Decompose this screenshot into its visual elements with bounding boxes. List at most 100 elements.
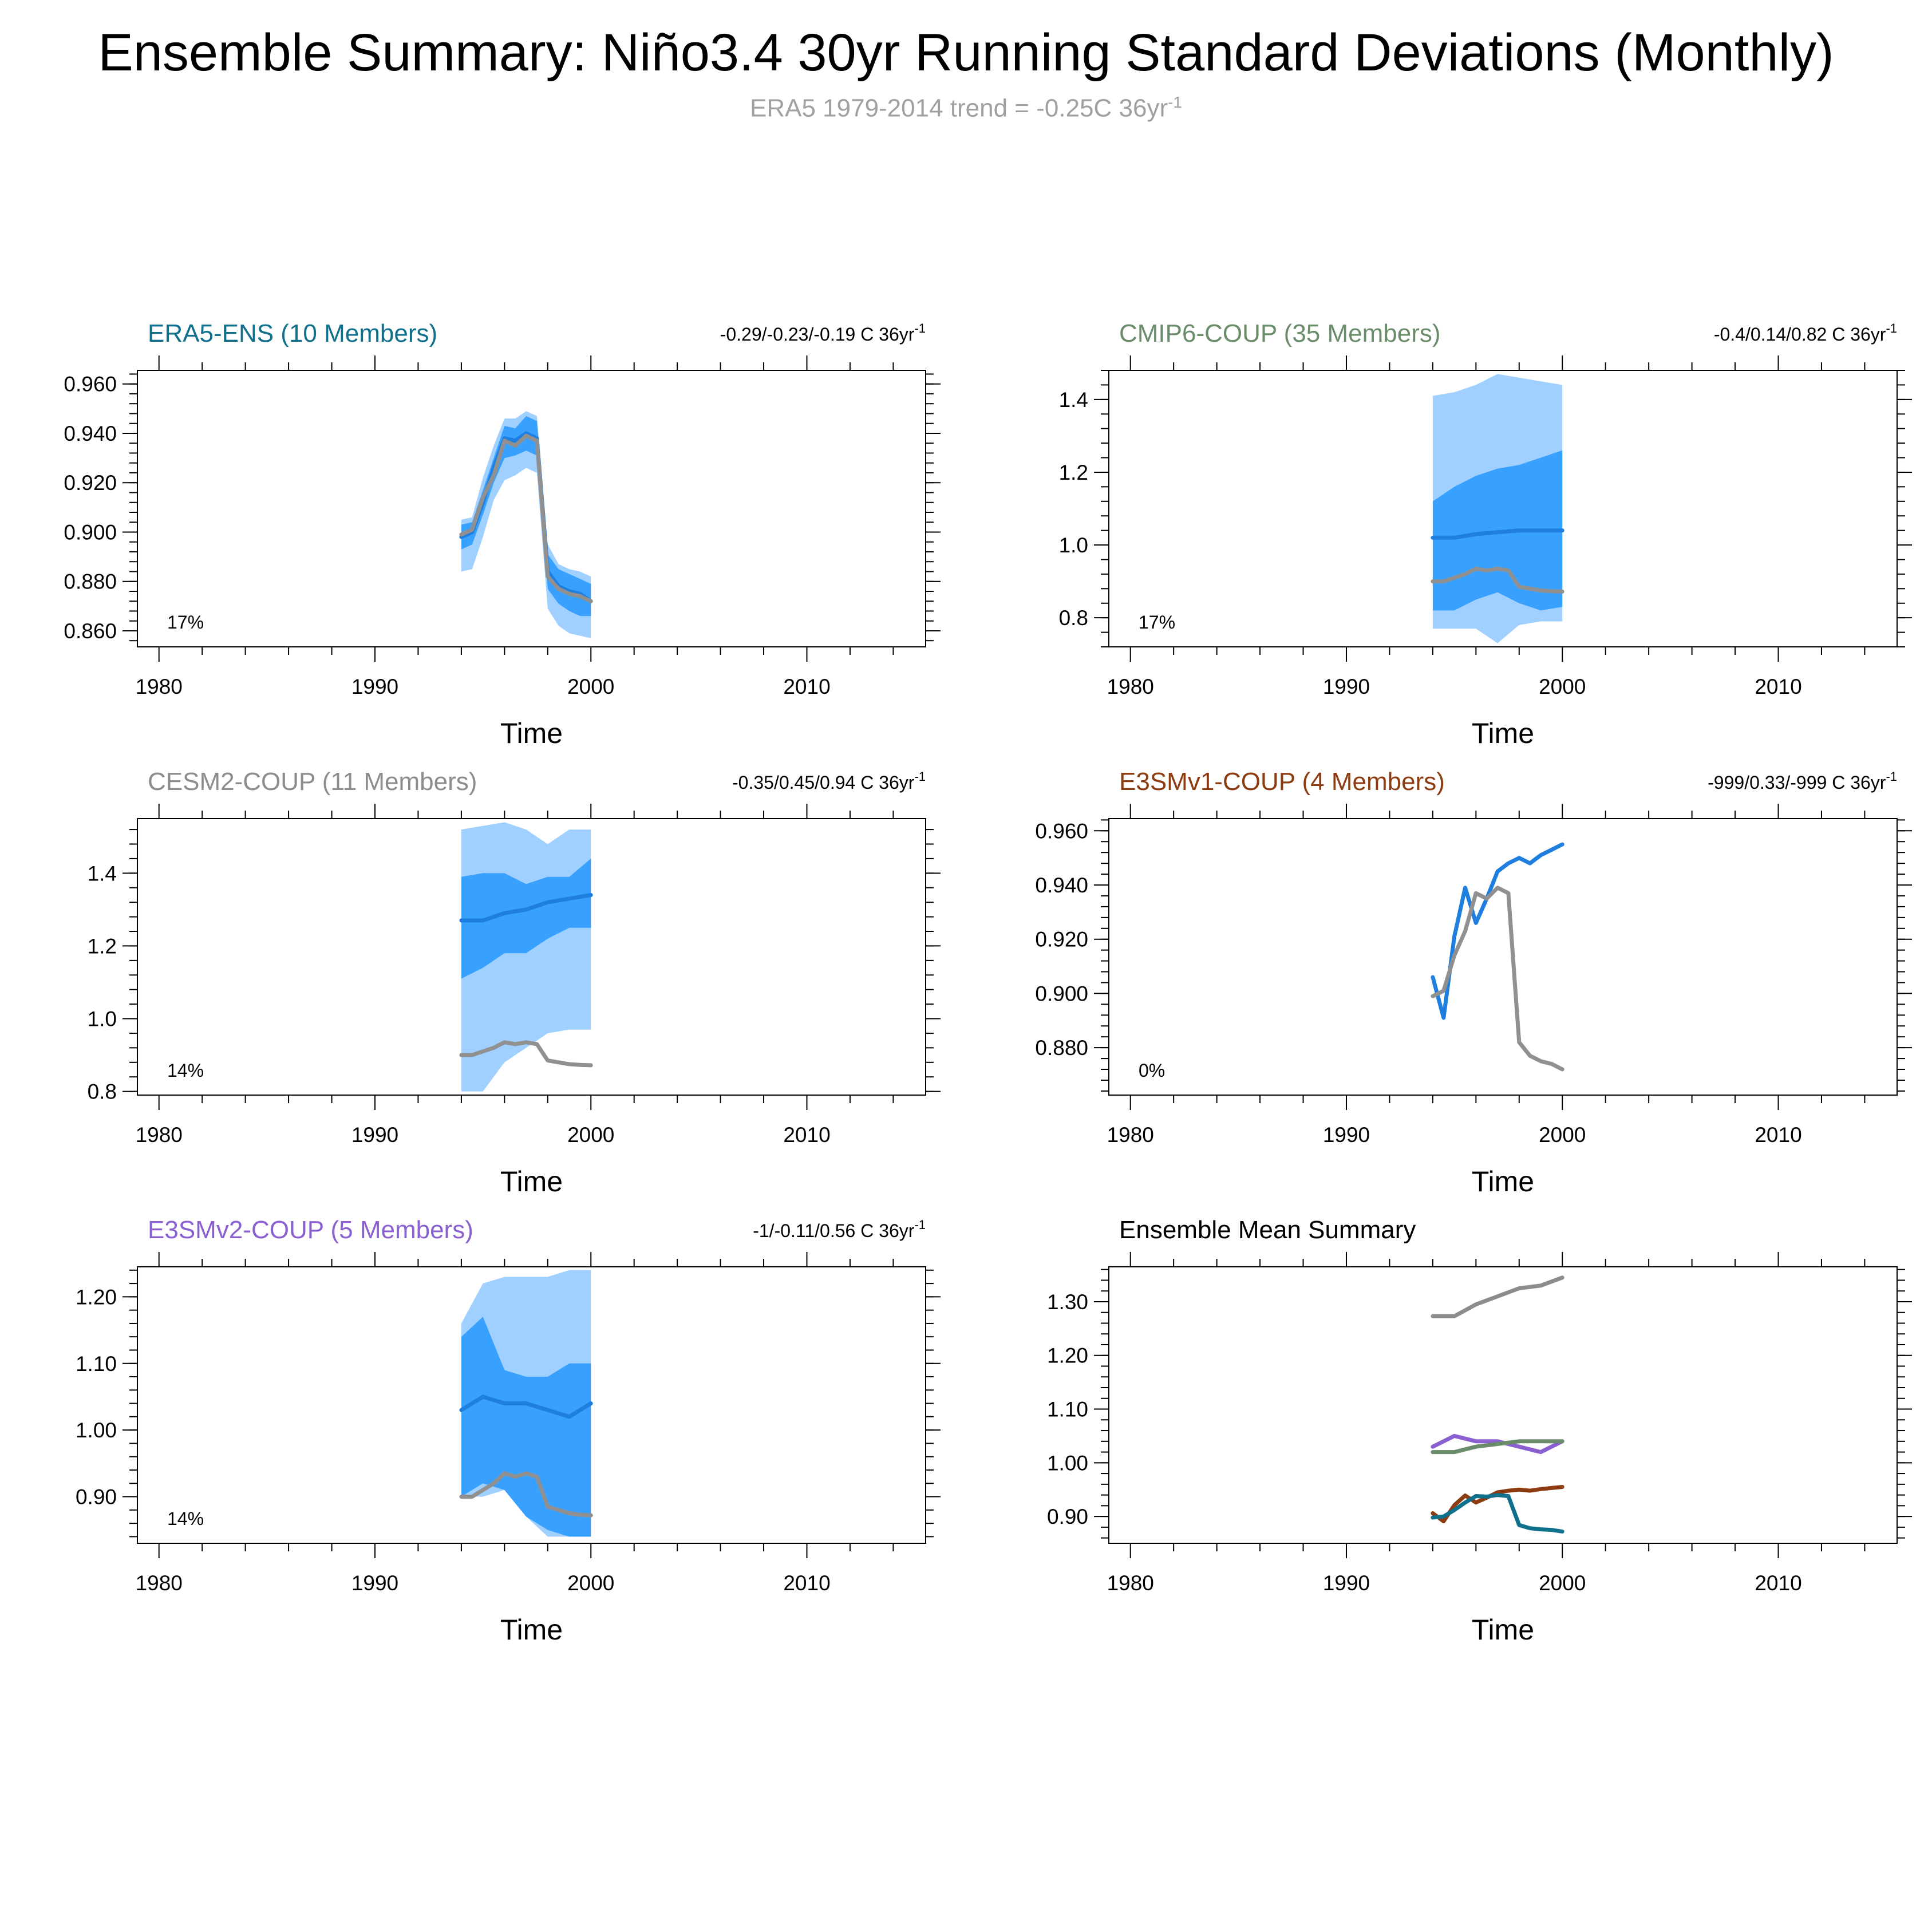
e3smv1-coup-y-tick-label: 0.940 bbox=[1035, 874, 1088, 897]
cmip6-coup-x-tick-label: 1990 bbox=[1323, 675, 1370, 698]
cesm2-coup-y-tick-label: 1.2 bbox=[88, 934, 117, 958]
era5-ens-percent-label: 17% bbox=[167, 612, 204, 633]
cesm2-coup-line-ensemble-mean bbox=[459, 893, 593, 923]
cesm2-coup-x-tick-label: 2010 bbox=[783, 1123, 830, 1147]
e3smv1-coup-x-tick-label: 2000 bbox=[1539, 1123, 1586, 1147]
ensemble-mean-summary-x-tick-label: 2010 bbox=[1755, 1571, 1801, 1595]
e3smv1-coup-panel-title: E3SMv1-COUP (4 Members) bbox=[1119, 768, 1445, 796]
panel-ensemble-mean-summary: 1980 1990 2000 2010 0.90 1.00 1.10 1.20 1.30 Time… bbox=[1047, 1216, 1912, 1646]
e3smv2-coup-line-ensemble-mean bbox=[459, 1394, 593, 1419]
ensemble-mean-summary-plot-frame bbox=[1108, 1266, 1898, 1544]
cesm2-coup-panel-title: CESM2-COUP (11 Members) bbox=[148, 768, 477, 796]
cmip6-coup-y-tick-label: 1.4 bbox=[1059, 388, 1088, 412]
cesm2-coup-trend-superscript: -1 bbox=[914, 769, 926, 784]
page-title: Ensemble Summary: Niño3.4 30yr Running S… bbox=[98, 23, 1834, 82]
e3smv2-coup-trend-superscript: -1 bbox=[914, 1218, 926, 1232]
ensemble-mean-summary-y-tick-label: 1.30 bbox=[1047, 1290, 1088, 1314]
e3smv2-coup-trend-text: -1/-0.11/0.56 C 36yr bbox=[753, 1220, 915, 1241]
e3smv2-coup-x-tick-label: 2010 bbox=[783, 1571, 830, 1595]
panel-cesm2-coup: 1980 1990 2000 2010 0.8 1.0 1.2 1.4 Time CESM2-CO… bbox=[88, 768, 941, 1198]
era5-ens-plot-frame bbox=[137, 370, 926, 647]
e3smv1-coup-plot-frame bbox=[1108, 818, 1898, 1096]
cesm2-coup-x-axis-label: Time bbox=[500, 1165, 563, 1198]
subtitle-text: ERA5 1979-2014 trend = -0.25C 36yr bbox=[749, 94, 1168, 123]
e3smv1-coup-line-era5 bbox=[1431, 886, 1564, 1072]
e3smv1-coup-percent-label: 0% bbox=[1139, 1060, 1165, 1081]
cmip6-coup-line-era5 bbox=[1431, 566, 1564, 594]
era5-ens-x-tick-label: 2000 bbox=[567, 675, 614, 698]
cmip6-coup-y-tick-label: 1.2 bbox=[1059, 461, 1088, 484]
e3smv1-coup-line-ensemble-mean bbox=[1431, 842, 1564, 1020]
e3smv1-coup-x-tick-label: 1990 bbox=[1323, 1123, 1370, 1147]
era5-ens-y-tick-label: 0.860 bbox=[64, 619, 117, 643]
ensemble-mean-summary-y-tick-label: 1.00 bbox=[1047, 1451, 1088, 1475]
era5-ens-trend-text: -0.29/-0.23/-0.19 C 36yr bbox=[720, 324, 915, 345]
cesm2-coup-percent-label: 14% bbox=[167, 1060, 204, 1081]
era5-ens-inner-spread-band bbox=[461, 416, 591, 617]
panel-e3smv1-coup: 1980 1990 2000 2010 0.880 0.900 0.920 0.940 0.96… bbox=[1035, 768, 1912, 1198]
cesm2-coup-x-tick-label: 1980 bbox=[136, 1123, 183, 1147]
ensemble-mean-summary-x-tick-label: 1990 bbox=[1323, 1571, 1370, 1595]
ensemble-mean-summary-line-era5-ens bbox=[1431, 1493, 1564, 1534]
ensemble-mean-summary-x-axis-label: Time bbox=[1472, 1614, 1534, 1646]
e3smv2-coup-plot-frame bbox=[137, 1266, 926, 1544]
e3smv2-coup-x-tick-label: 1990 bbox=[351, 1571, 398, 1595]
cmip6-coup-x-tick-label: 2010 bbox=[1755, 675, 1801, 698]
era5-ens-y-tick-label: 0.960 bbox=[64, 373, 117, 396]
era5-ens-x-tick-label: 1980 bbox=[136, 675, 183, 698]
cmip6-coup-y-tick-label: 1.0 bbox=[1059, 534, 1088, 557]
ensemble-mean-summary-line-e3smv1-coup bbox=[1431, 1485, 1564, 1523]
ensemble-mean-summary-x-tick-label: 2000 bbox=[1539, 1571, 1586, 1595]
e3smv2-coup-panel-title: E3SMv2-COUP (5 Members) bbox=[148, 1216, 473, 1244]
cmip6-coup-x-axis-label: Time bbox=[1472, 717, 1534, 749]
cesm2-coup-trend-text: -0.35/0.45/0.94 C 36yr bbox=[732, 772, 915, 793]
cmip6-coup-trend-text: -0.4/0.14/0.82 C 36yr bbox=[1714, 324, 1886, 345]
era5-ens-line-era5 bbox=[459, 433, 593, 603]
e3smv1-coup-x-axis-label: Time bbox=[1472, 1165, 1534, 1198]
e3smv1-coup-y-tick-label: 0.880 bbox=[1035, 1036, 1088, 1060]
ensemble-mean-summary-line-e3smv2-coup bbox=[1431, 1433, 1564, 1455]
era5-ens-y-tick-label: 0.940 bbox=[64, 422, 117, 445]
era5-ens-x-axis-label: Time bbox=[500, 717, 563, 749]
cmip6-coup-panel-title: CMIP6-COUP (35 Members) bbox=[1119, 319, 1441, 347]
panel-e3smv2-coup: 1980 1990 2000 2010 0.90 1.00 1.10 1.20 Time E3SM… bbox=[76, 1216, 941, 1646]
era5-ens-panel-title: ERA5-ENS (10 Members) bbox=[148, 319, 437, 347]
e3smv1-coup-x-tick-label: 1980 bbox=[1107, 1123, 1154, 1147]
e3smv1-coup-trend-annotation: -999/0.33/-999 C 36yr-1 bbox=[1708, 769, 1897, 793]
era5-ens-x-tick-label: 2010 bbox=[783, 675, 830, 698]
e3smv2-coup-x-axis-label: Time bbox=[500, 1614, 563, 1646]
cmip6-coup-percent-label: 17% bbox=[1139, 612, 1175, 633]
e3smv2-coup-line-era5 bbox=[459, 1471, 593, 1518]
cmip6-coup-x-tick-label: 2000 bbox=[1539, 675, 1586, 698]
era5-ens-y-tick-label: 0.920 bbox=[64, 471, 117, 495]
e3smv1-coup-trend-text: -999/0.33/-999 C 36yr bbox=[1708, 772, 1886, 793]
ensemble-mean-summary-line-cesm2-coup bbox=[1431, 1275, 1564, 1318]
cmip6-coup-line-ensemble-mean bbox=[1431, 528, 1564, 540]
ensemble-mean-summary-panel-title: Ensemble Mean Summary bbox=[1119, 1216, 1416, 1244]
cesm2-coup-x-tick-label: 1990 bbox=[351, 1123, 398, 1147]
e3smv1-coup-y-tick-label: 0.900 bbox=[1035, 982, 1088, 1005]
era5-ens-x-tick-label: 1990 bbox=[351, 675, 398, 698]
page-subtitle: ERA5 1979-2014 trend = -0.25C 36yr-1 bbox=[0, 93, 1932, 123]
cesm2-coup-trend-annotation: -0.35/0.45/0.94 C 36yr-1 bbox=[732, 769, 926, 793]
cmip6-coup-trend-superscript: -1 bbox=[1886, 321, 1897, 335]
cesm2-coup-y-tick-label: 1.0 bbox=[88, 1008, 117, 1031]
panel-era5-ens: 1980 1990 2000 2010 0.860 0.880 0.900 0.920 0.94… bbox=[64, 319, 941, 749]
cesm2-coup-line-era5 bbox=[459, 1040, 593, 1068]
era5-ens-y-tick-label: 0.900 bbox=[64, 520, 117, 544]
cesm2-coup-plot-frame bbox=[137, 818, 926, 1096]
e3smv2-coup-y-tick-label: 1.20 bbox=[76, 1285, 117, 1309]
cesm2-coup-x-tick-label: 2000 bbox=[567, 1123, 614, 1147]
cmip6-coup-y-tick-label: 0.8 bbox=[1059, 606, 1088, 630]
era5-ens-trend-annotation: -0.29/-0.23/-0.19 C 36yr-1 bbox=[720, 321, 926, 345]
e3smv2-coup-y-tick-label: 1.00 bbox=[76, 1419, 117, 1442]
ensemble-mean-summary-y-tick-label: 1.10 bbox=[1047, 1398, 1088, 1421]
cmip6-coup-plot-frame bbox=[1108, 370, 1898, 647]
e3smv2-coup-x-tick-label: 1980 bbox=[136, 1571, 183, 1595]
subtitle-superscript: -1 bbox=[1168, 93, 1183, 111]
e3smv2-coup-y-tick-label: 1.10 bbox=[76, 1352, 117, 1376]
e3smv1-coup-y-tick-label: 0.960 bbox=[1035, 819, 1088, 843]
ensemble-mean-summary-y-tick-label: 0.90 bbox=[1047, 1505, 1088, 1528]
e3smv1-coup-trend-superscript: -1 bbox=[1886, 769, 1897, 784]
